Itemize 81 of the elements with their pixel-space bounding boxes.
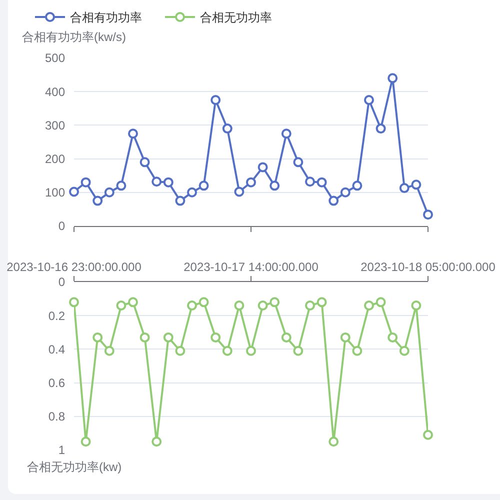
y-tick-label: 500 xyxy=(44,51,66,66)
point xyxy=(152,436,162,447)
point xyxy=(163,332,174,342)
y-tick-label: 0.6 xyxy=(48,376,66,390)
point xyxy=(376,124,386,134)
point xyxy=(423,430,433,440)
point xyxy=(175,196,186,206)
point xyxy=(140,157,150,168)
point xyxy=(69,297,79,308)
point xyxy=(116,180,126,191)
y-tick-label: 0.8 xyxy=(48,410,66,424)
point xyxy=(340,332,350,342)
point xyxy=(104,346,114,356)
point xyxy=(258,300,268,311)
x-tick-label: 2023-10-16 23:00:00.000 xyxy=(6,260,142,274)
y-tick-label: 0.2 xyxy=(48,308,66,323)
point xyxy=(187,187,197,198)
point xyxy=(92,196,103,206)
point xyxy=(128,128,138,139)
point xyxy=(305,176,315,187)
y-tick-label: 0 xyxy=(58,219,66,234)
point xyxy=(364,300,374,311)
point xyxy=(399,346,410,356)
point xyxy=(352,346,362,356)
point xyxy=(187,300,197,311)
point xyxy=(246,346,256,356)
point xyxy=(175,346,186,356)
legend-label: 合相有功功率 xyxy=(70,10,142,25)
point xyxy=(104,187,114,198)
point xyxy=(411,180,422,190)
y-tick-label: 200 xyxy=(44,152,66,166)
point xyxy=(140,332,150,342)
point xyxy=(222,124,232,134)
point xyxy=(281,332,292,342)
y-tick-label: 0.4 xyxy=(48,342,66,356)
point xyxy=(270,297,280,308)
point xyxy=(198,180,209,191)
point xyxy=(293,346,304,356)
y-tick-label: 0 xyxy=(58,275,66,290)
point xyxy=(281,128,292,139)
point xyxy=(340,187,350,198)
point xyxy=(246,177,256,188)
point xyxy=(305,300,315,311)
point xyxy=(128,297,138,308)
point xyxy=(222,346,232,356)
y-tick-label: 1 xyxy=(58,443,66,458)
point xyxy=(388,73,398,84)
point xyxy=(80,177,91,188)
point xyxy=(80,436,91,447)
point xyxy=(116,300,126,311)
point xyxy=(270,180,280,191)
point xyxy=(388,332,398,342)
point xyxy=(352,180,362,191)
point xyxy=(364,95,374,105)
point xyxy=(328,436,339,447)
point xyxy=(198,297,209,308)
point xyxy=(423,210,433,220)
point xyxy=(411,300,422,311)
point xyxy=(163,177,174,188)
point xyxy=(234,300,244,311)
point xyxy=(152,176,162,187)
y-tick-label: 400 xyxy=(44,84,66,99)
point xyxy=(399,183,410,194)
point xyxy=(328,196,339,206)
x-tick-label: 2023-10-18 05:00:00.000 xyxy=(360,260,496,274)
point xyxy=(69,186,79,197)
point xyxy=(258,162,268,172)
point xyxy=(210,332,221,342)
point xyxy=(234,186,244,197)
y-axis-title: 合相有功功率(kw/s) xyxy=(22,30,126,44)
point xyxy=(316,177,327,188)
y-tick-label: 100 xyxy=(44,186,66,200)
x-tick-label: 2023-10-17 14:00:00.000 xyxy=(184,260,319,274)
point xyxy=(210,95,221,105)
point xyxy=(316,297,327,308)
point xyxy=(293,157,304,168)
y-tick-label: 300 xyxy=(44,118,66,132)
point xyxy=(92,332,103,342)
y-axis-title: 合相无功功率(kw) xyxy=(27,460,122,474)
point xyxy=(376,297,386,308)
legend-label: 合相无功功率 xyxy=(200,10,272,25)
